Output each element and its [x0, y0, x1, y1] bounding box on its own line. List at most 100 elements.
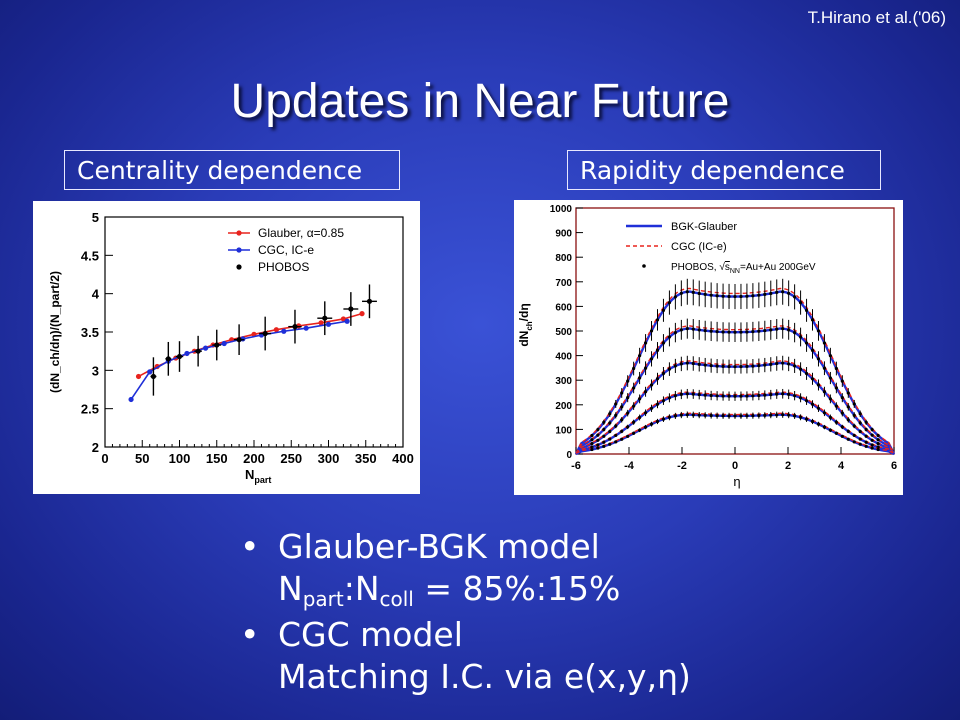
phobos-point: [721, 364, 725, 369]
phobos-point: [685, 413, 689, 417]
phobos-point: [739, 394, 743, 398]
phobos-point: [757, 293, 761, 297]
phobos-point: [655, 402, 660, 406]
phobos-point: [864, 420, 868, 424]
phobos-point: [721, 330, 725, 334]
phobos-point: [870, 427, 874, 432]
phobos-point: [679, 413, 683, 417]
x-tick-label: 250: [280, 451, 302, 466]
phobos-point: [632, 420, 636, 424]
phobos-point: [846, 437, 850, 441]
phobos-point: [602, 434, 606, 438]
y-tick-label: 900: [555, 229, 572, 240]
phobos-point: [816, 406, 821, 410]
phobos-point: [798, 300, 803, 305]
phobos-point: [870, 438, 874, 442]
centrality-chart: 0 50 100 150 200 250 300 350 400 2 2.5 3 3.5 4 4.5 5 Npa…: [33, 201, 420, 494]
phobos-point: [870, 443, 874, 447]
phobos-point: [685, 361, 689, 365]
phobos-point: [864, 434, 868, 438]
phobos-point: [763, 329, 767, 333]
phobos-point: [810, 419, 815, 424]
phobos-point: [810, 348, 815, 352]
phobos-point: [697, 362, 701, 366]
phobos-point: [852, 402, 856, 406]
x-tick-label: 300: [318, 451, 340, 466]
phobos-point: [804, 417, 809, 421]
legend-label: Glauber, α=0.85: [258, 226, 344, 240]
phobos-point: [649, 406, 654, 410]
x-tick-label: 2: [785, 460, 791, 472]
phobos-point: [846, 429, 850, 433]
phobos-point: [834, 386, 838, 390]
phobos-point: [608, 442, 612, 446]
phobos-point: [793, 295, 797, 299]
centrality-chart-svg: 0 50 100 150 200 250 300 350 400 2 2.5 3 3.5 4 4.5 5 Npa…: [48, 210, 414, 485]
phobos-point: [673, 295, 677, 299]
phobos-point: [787, 362, 791, 366]
phobos-point: [745, 364, 749, 369]
y-axis-label: dNch/dη: [517, 303, 534, 346]
phobos-point: [751, 330, 755, 334]
phobos-point: [727, 294, 731, 299]
phobos-point: [876, 433, 880, 438]
phobos-point: [608, 412, 612, 416]
phobos-point: [655, 348, 660, 352]
phobos-point: [638, 376, 642, 380]
phobos-point: [804, 308, 809, 312]
phobos-point: [745, 414, 749, 418]
phobos-point: [721, 414, 725, 418]
phobos-point: [816, 357, 821, 361]
phobos-point: [733, 414, 737, 418]
phobos-point: [781, 327, 785, 331]
y-tick-label: 500: [555, 327, 572, 338]
rapidity-chart: -6 -4 -2 0 2 4 6 0 100 200 300 400 500 600 700 800 900 10…: [514, 200, 903, 495]
cgc-line: [130, 320, 348, 400]
phobos-point: [852, 424, 856, 428]
author-credit: T.Hirano et al.('06): [807, 8, 946, 27]
phobos-point: [602, 427, 606, 432]
x-tick-label: 4: [838, 460, 845, 472]
phobos-point: [638, 415, 642, 420]
phobos-point: [769, 362, 773, 366]
phobos-point: [643, 411, 648, 415]
phobos-point: [626, 396, 630, 400]
phobos-point: [864, 440, 868, 444]
phobos-point: [733, 394, 737, 398]
phobos-point: [643, 366, 648, 370]
phobos-point: [626, 379, 630, 383]
y-tick-label: 700: [555, 278, 572, 289]
slide-title: Updates in Near Future: [230, 75, 730, 128]
phobos-point: [745, 330, 749, 334]
phobos-point: [793, 394, 797, 398]
phobos-point: [673, 364, 677, 368]
y-tick-label: 2: [92, 440, 99, 455]
phobos-point: [775, 290, 779, 294]
phobos-point: [781, 392, 785, 396]
y-tick-label: 300: [555, 376, 572, 387]
phobos-point: [709, 329, 713, 333]
phobos-point: [858, 429, 862, 434]
phobos-point: [775, 361, 779, 366]
phobos-point: [608, 437, 612, 441]
bullet-glauber: • Glauber-BGK model: [240, 527, 600, 566]
phobos-point: [810, 402, 815, 406]
phobos-point: [751, 294, 755, 298]
phobos-point: [727, 330, 731, 334]
phobos-point: [733, 330, 737, 334]
phobos-point: [643, 341, 648, 345]
phobos-point: [632, 404, 636, 408]
x-axis-label: η: [733, 474, 740, 489]
phobos-point: [620, 418, 624, 422]
phobos-point: [840, 434, 844, 438]
phobos-point: [834, 366, 838, 371]
y-tick-label: 3.5: [81, 325, 99, 340]
phobos-point: [649, 329, 654, 333]
phobos-point: [195, 348, 201, 354]
phobos-point: [150, 373, 157, 380]
legend-marker: [236, 230, 242, 236]
phobos-point: [781, 290, 785, 294]
phobos-point: [810, 318, 815, 322]
phobos-point: [667, 415, 672, 419]
phobos-point: [649, 422, 654, 426]
